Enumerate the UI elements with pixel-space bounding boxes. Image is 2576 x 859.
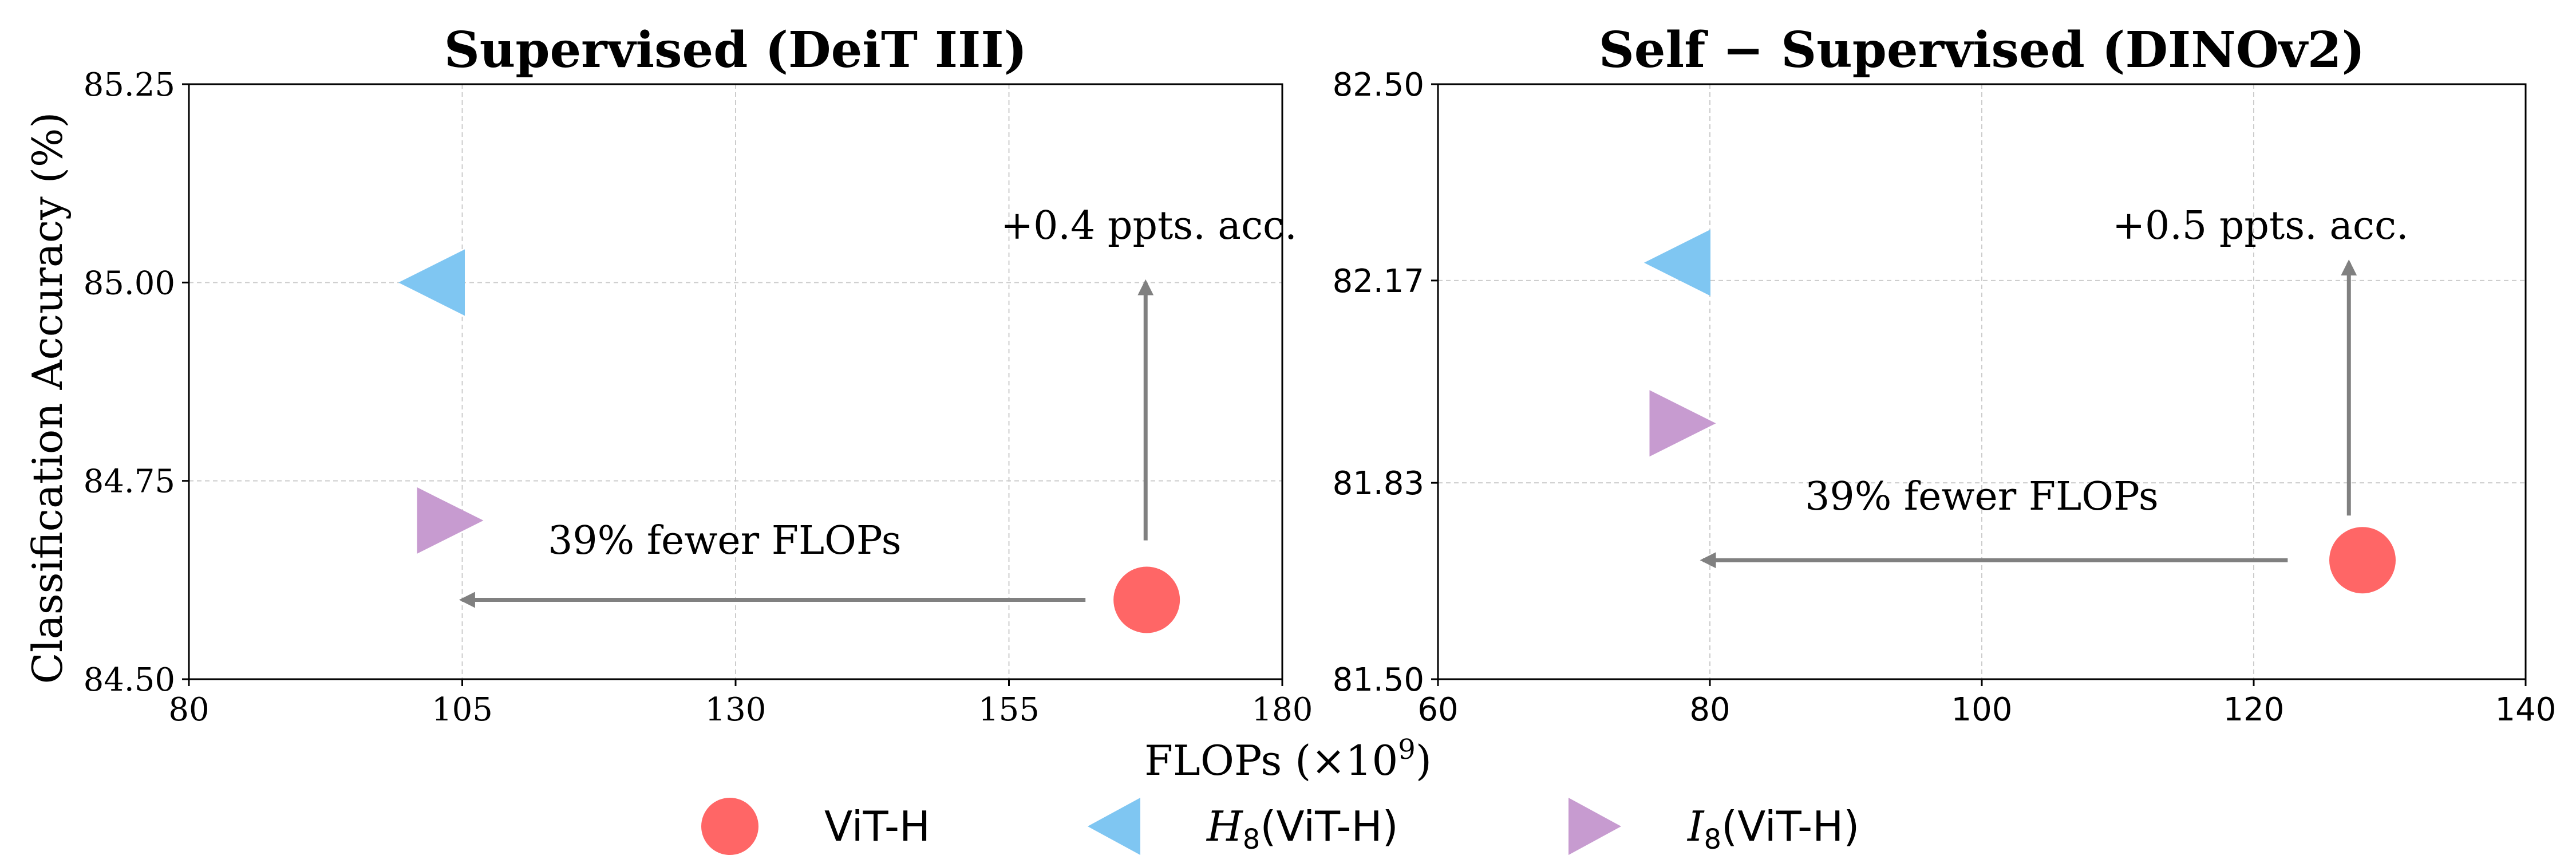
data-point-triangle-left (398, 249, 465, 316)
x-tick-label: 100 (1951, 691, 2013, 728)
x-tick-label: 60 (1417, 691, 1458, 728)
annotation-text: 39% fewer FLOPs (1805, 474, 2159, 519)
chart-title: Supervised (DeiT III) (444, 21, 1028, 79)
chart-title: Self − Supervised (DINOv2) (1599, 21, 2365, 79)
y-tick-label: 82.50 (1333, 66, 1424, 104)
data-point-triangle-right (1649, 390, 1716, 457)
legend-item-vit-h: ViT-H (701, 798, 930, 855)
data-point-circle (2329, 527, 2396, 594)
y-tick-label: 85.00 (84, 265, 175, 302)
chart-panel-2: 60 80 100 120 140 81.50 81.83 82.17 82.50 Self − … (1333, 21, 2557, 728)
x-tick-label: 105 (432, 691, 493, 728)
legend-triangle-left-marker (1088, 798, 1140, 855)
annotation-text: +0.5 ppts. acc. (2112, 203, 2409, 249)
legend-triangle-right-marker (1568, 798, 1621, 855)
legend-label-h8: H8(ViT-H) (1206, 802, 1398, 856)
legend-label-vit-h: ViT-H (824, 802, 930, 850)
y-tick-label: 81.83 (1333, 465, 1424, 502)
legend-circle-marker (701, 798, 758, 855)
x-tick-label: 80 (1689, 691, 1730, 728)
panels: 80 105 130 155 180 84.50 84.75 85.00 85.25 Superv… (84, 21, 2557, 728)
data-point-circle (1113, 566, 1180, 633)
x-tick-label: 80 (168, 691, 209, 728)
y-tick-label: 82.17 (1333, 263, 1424, 300)
y-tick-label: 81.50 (1333, 661, 1424, 699)
x-tick-label: 155 (978, 691, 1040, 728)
annotation-text: 39% fewer FLOPs (548, 518, 902, 564)
y-tick-label: 84.75 (84, 463, 175, 501)
chart-panel-1: 80 105 130 155 180 84.50 84.75 85.00 85.25 Superv… (84, 21, 1313, 728)
y-tick-label: 84.50 (84, 661, 175, 699)
shared-ylabel: Classification Accuracy (%) (23, 112, 72, 684)
data-point-triangle-left (1644, 229, 1710, 296)
legend: ViT-H H8(ViT-H) I8(ViT-H) (701, 798, 1859, 856)
xlabel-exponent: 9 (1398, 734, 1416, 766)
legend-item-i8: I8(ViT-H) (1568, 798, 1859, 856)
data-point-triangle-right (417, 487, 484, 554)
x-tick-label: 120 (2223, 691, 2285, 728)
annotation-text: +0.4 ppts. acc. (1001, 203, 1297, 249)
x-tick-label: 130 (705, 691, 767, 728)
legend-label-i8: I8(ViT-H) (1686, 802, 1859, 856)
y-tick-label: 85.25 (84, 66, 175, 104)
x-tick-label: 140 (2495, 691, 2557, 728)
x-tick-label: 180 (1252, 691, 1313, 728)
legend-item-h8: H8(ViT-H) (1088, 798, 1398, 856)
shared-xlabel: FLOPs (×109) (1144, 734, 1432, 785)
